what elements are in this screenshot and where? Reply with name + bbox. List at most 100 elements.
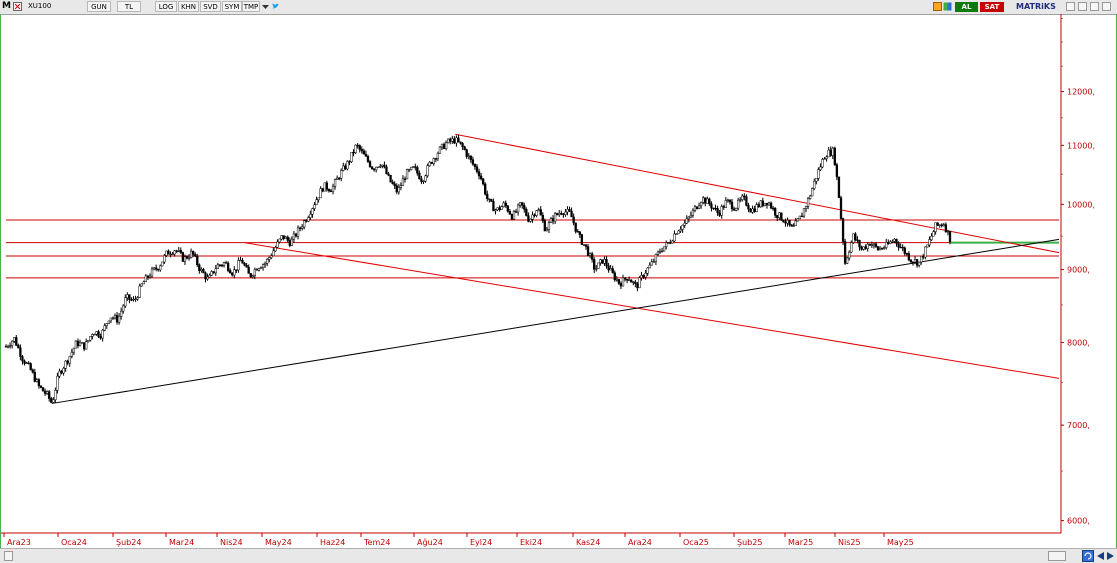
scroll-left-button[interactable] <box>4 551 13 561</box>
candle-body-166 <box>346 161 349 170</box>
candle-body-266 <box>551 218 555 222</box>
candle-body-414 <box>856 239 859 241</box>
candle-body-116 <box>243 263 246 266</box>
time-tick-label-4: Nis24 <box>220 538 243 547</box>
twitter-icon[interactable] <box>271 2 280 11</box>
candle-body-416 <box>860 246 863 250</box>
color-palette-icon[interactable] <box>943 2 952 11</box>
candle-body-237 <box>492 201 495 212</box>
candle-body-294 <box>609 268 612 271</box>
time-tick-label-11: Kas24 <box>576 538 600 547</box>
candle-body-221 <box>459 141 462 144</box>
candle-body-215 <box>447 138 450 144</box>
app-menu-button[interactable]: M <box>2 1 11 11</box>
candle-body-160 <box>333 179 337 187</box>
candle-body-17 <box>39 385 43 388</box>
candle-body-16 <box>37 379 41 387</box>
arrow-left-icon[interactable] <box>1096 551 1105 561</box>
tmp-button[interactable]: TMP <box>242 1 260 12</box>
candle-body-224 <box>465 149 468 157</box>
candle-body-136 <box>284 236 287 239</box>
candle-body-447 <box>924 246 927 258</box>
zoom-control[interactable] <box>1048 551 1066 561</box>
candle-body-309 <box>640 275 643 279</box>
khn-button[interactable]: KHN <box>178 1 199 12</box>
symbol-field[interactable]: XU100 <box>28 2 52 10</box>
candle-body-303 <box>628 279 631 282</box>
candle-body-107 <box>224 262 228 264</box>
candle-body-375 <box>776 215 779 219</box>
candle-body-298 <box>617 279 621 284</box>
candle-body-188 <box>391 181 394 185</box>
candle-body-357 <box>739 199 742 201</box>
sym-button[interactable]: SYM <box>222 1 242 12</box>
candle-body-167 <box>348 161 351 163</box>
dropdown-arrow-icon[interactable] <box>261 2 270 11</box>
candle-body-151 <box>315 199 318 205</box>
candle-body-63 <box>134 298 137 301</box>
candle-body-204 <box>424 175 427 182</box>
candle-body-453 <box>936 222 939 226</box>
refresh-icon[interactable] <box>1082 550 1094 562</box>
candle-body-175 <box>364 153 368 157</box>
price-chart[interactable]: 6000, 7000, 8000, 9000, 10000, 11000, 12000, A… <box>1 14 1116 548</box>
settings-icon[interactable] <box>933 2 942 11</box>
candle-body-300 <box>621 277 625 287</box>
candle-body-249 <box>516 204 520 213</box>
candle-body-225 <box>467 155 470 157</box>
candle-body-329 <box>681 225 684 230</box>
candle-body-10 <box>25 362 28 364</box>
candle-body-3 <box>11 340 14 346</box>
candle-body-316 <box>654 254 658 262</box>
candle-body-423 <box>874 243 878 247</box>
restore-button[interactable] <box>1078 2 1087 11</box>
candle-body-348 <box>720 206 723 216</box>
candle-body-217 <box>451 138 454 142</box>
svd-button[interactable]: SVD <box>200 1 221 12</box>
log-button[interactable]: LOG <box>155 1 177 12</box>
candle-body-400 <box>827 149 830 158</box>
candle-body-137 <box>286 236 289 241</box>
candle-body-125 <box>261 264 265 268</box>
time-axis: Ara23 Oca24 Şub24 Mar24 Nis24 May24 Haz24 Tem24… <box>1 532 1061 547</box>
candle-body-60 <box>128 294 131 300</box>
candle-body-70 <box>148 275 152 278</box>
candle-body-388 <box>802 208 806 217</box>
candle-body-201 <box>418 172 421 180</box>
candle-body-289 <box>599 259 602 264</box>
candle-body-411 <box>850 242 853 253</box>
close-button[interactable] <box>1102 2 1111 11</box>
candle-body-340 <box>704 197 707 204</box>
tl-button[interactable]: TL <box>117 1 141 12</box>
candle-body-336 <box>695 206 699 210</box>
candle-body-403 <box>833 147 836 165</box>
candle-body-376 <box>778 212 781 219</box>
price-tick-label-1: 7000, <box>1067 421 1090 430</box>
sell-button[interactable]: SAT <box>980 2 1004 12</box>
buy-button[interactable]: AL <box>955 2 978 12</box>
chart-area[interactable]: 6000, 7000, 8000, 9000, 10000, 11000, 12000, A… <box>0 14 1117 548</box>
gun-button[interactable]: GUN <box>87 1 111 12</box>
candle-body-94 <box>198 264 201 271</box>
symbol-search-icon[interactable] <box>13 2 22 11</box>
candle-body-46 <box>99 336 102 339</box>
candle-body-374 <box>774 208 777 216</box>
candle-body-216 <box>449 138 452 142</box>
candle-body-145 <box>303 220 306 228</box>
candle-body-386 <box>798 215 802 220</box>
candle-body-326 <box>675 233 678 235</box>
arrow-right-icon[interactable] <box>1106 551 1115 561</box>
time-tick-label-3: Mar24 <box>169 538 194 547</box>
candle-body-435 <box>899 246 902 249</box>
candle-body-369 <box>763 202 767 206</box>
candle-body-345 <box>714 207 717 210</box>
candle-body-281 <box>582 244 586 246</box>
candle-body-111 <box>233 269 236 276</box>
candle-body-449 <box>928 239 931 246</box>
candle-body-66 <box>140 283 143 287</box>
minimize-button[interactable] <box>1066 2 1075 11</box>
candle-body-457 <box>944 224 948 233</box>
candle-body-397 <box>821 159 824 168</box>
candle-body-144 <box>301 226 304 229</box>
maximize-button[interactable] <box>1090 2 1099 11</box>
